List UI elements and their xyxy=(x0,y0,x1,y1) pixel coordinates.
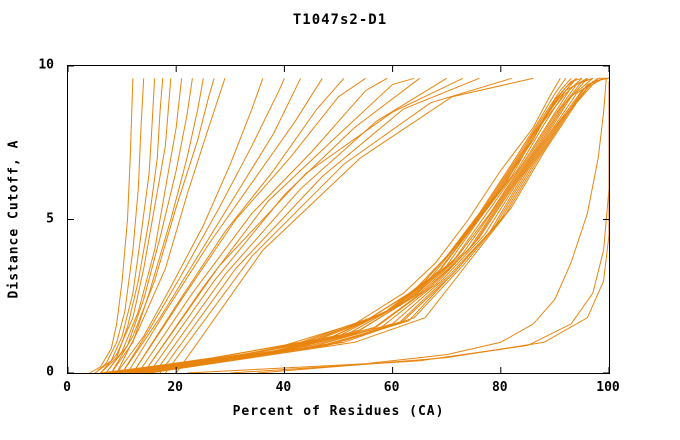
y-tick-label: 5 xyxy=(46,211,54,226)
model-curve xyxy=(149,77,609,373)
model-curve xyxy=(132,77,345,373)
model-curve xyxy=(121,78,285,373)
model-curve xyxy=(186,78,607,373)
model-curve xyxy=(137,77,388,373)
model-curve xyxy=(148,77,421,373)
model-curve xyxy=(127,77,593,373)
model-curve xyxy=(143,77,464,373)
model-curve xyxy=(132,77,594,373)
y-axis-tick-labels: 0 5 10 xyxy=(0,58,60,380)
model-curve xyxy=(94,78,145,373)
x-tick-label: 20 xyxy=(167,380,184,395)
x-tick-label: 80 xyxy=(491,380,508,395)
model-curve xyxy=(116,77,583,373)
model-curve xyxy=(122,77,588,373)
y-tick-label: 10 xyxy=(38,57,54,73)
model-curve xyxy=(138,77,599,373)
model-curve xyxy=(100,78,172,373)
x-tick-label: 0 xyxy=(63,380,71,395)
model-curve xyxy=(164,77,512,373)
chart-title: T1047s2-D1 xyxy=(292,12,388,28)
model-curve xyxy=(127,77,593,373)
model-curve xyxy=(94,78,156,373)
y-tick-label: 0 xyxy=(46,364,54,380)
model-curve xyxy=(132,77,588,373)
model-curve xyxy=(105,78,193,373)
model-curve xyxy=(105,77,572,373)
model-curve xyxy=(154,77,447,373)
x-tick-label: 100 xyxy=(596,380,620,395)
model-curve xyxy=(257,84,609,373)
model-curve xyxy=(175,77,534,373)
x-axis-title: Percent of Residues (CA) xyxy=(232,404,445,419)
model-curve xyxy=(127,78,323,373)
model-curve xyxy=(110,78,215,373)
model-curve xyxy=(100,78,164,373)
model-curve xyxy=(159,77,480,373)
curves-layer xyxy=(68,66,609,373)
model-curve xyxy=(116,78,226,373)
model-curve xyxy=(121,78,302,373)
model-curve xyxy=(143,77,415,373)
x-axis-tick-labels: 0 20 40 60 80 100 xyxy=(63,380,620,396)
x-tick-label: 60 xyxy=(383,380,400,395)
model-curve xyxy=(105,78,183,373)
x-tick-label: 40 xyxy=(275,380,292,395)
model-curve xyxy=(132,77,366,373)
model-curve xyxy=(89,78,134,373)
model-curve xyxy=(110,78,204,373)
model-curve xyxy=(111,77,577,373)
plot-area xyxy=(67,65,610,374)
model-curve xyxy=(116,78,264,373)
